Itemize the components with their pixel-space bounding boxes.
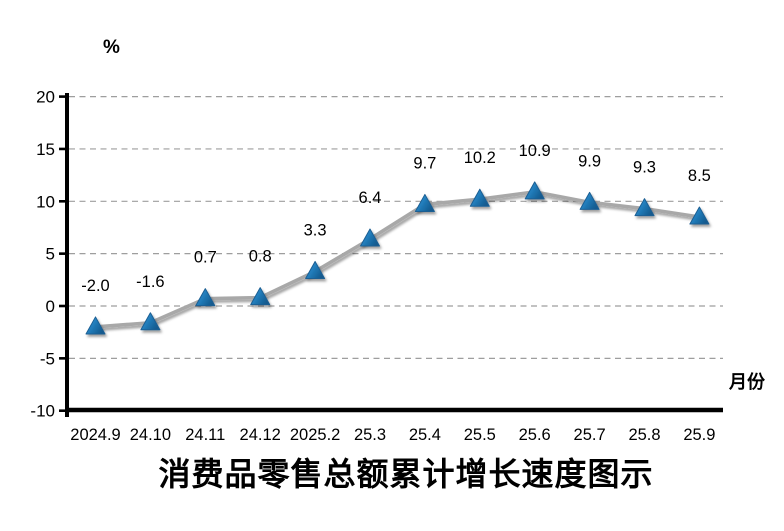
- data-point-marker: [524, 181, 545, 200]
- y-tick-label: 0: [46, 297, 55, 316]
- y-tick-label: -10: [30, 402, 55, 421]
- x-tick-label: 25.3: [354, 426, 386, 444]
- y-tick-label: 15: [36, 140, 55, 159]
- data-point-marker: [689, 206, 710, 225]
- data-point-marker: [195, 288, 216, 307]
- x-tick-label: 2024.9: [70, 426, 120, 444]
- data-point-label: 3.3: [304, 221, 327, 239]
- data-point-marker: [305, 260, 326, 279]
- data-point-label: 9.7: [413, 154, 436, 172]
- data-point-label: -1.6: [136, 273, 164, 291]
- x-tick-label: 24.11: [185, 426, 225, 444]
- data-point-label: 9.9: [578, 152, 601, 170]
- data-point-label: 0.7: [194, 249, 217, 267]
- data-point-marker: [140, 312, 161, 331]
- x-tick-label: 25.5: [464, 426, 496, 444]
- data-point-label: 0.8: [249, 248, 272, 266]
- data-point-marker: [360, 228, 380, 247]
- data-point-label: 10.2: [464, 149, 496, 167]
- y-tick-label: 20: [36, 88, 55, 107]
- y-tick-label: -5: [40, 349, 55, 368]
- data-point-label: 9.3: [633, 159, 656, 177]
- chart-title: 消费品零售总额累计增长速度图示: [158, 456, 654, 492]
- x-tick-label: 24.12: [240, 426, 281, 444]
- x-axis-unit-label: 月份: [729, 372, 765, 392]
- data-point-marker: [85, 316, 106, 335]
- series-line: [93, 190, 702, 329]
- data-point-label: 6.4: [359, 189, 382, 207]
- x-tick-label: 25.7: [574, 426, 606, 444]
- x-tick-label: 24.10: [130, 426, 171, 444]
- x-tick-label: 2025.2: [290, 426, 340, 444]
- x-tick-label: 25.9: [683, 426, 715, 444]
- x-tick-label: 25.6: [519, 426, 551, 444]
- data-point-marker: [469, 188, 490, 207]
- y-tick-label: 10: [36, 192, 55, 211]
- x-tick-label: 25.4: [409, 426, 441, 444]
- data-point-marker: [579, 191, 600, 210]
- y-tick-label: 5: [46, 245, 55, 264]
- x-tick-label: 25.8: [628, 426, 660, 444]
- data-point-marker: [414, 193, 435, 212]
- data-point-marker: [250, 287, 271, 306]
- data-point-label: 8.5: [688, 167, 711, 185]
- data-point-label: 10.9: [519, 142, 551, 160]
- data-point-label: -2.0: [81, 277, 109, 295]
- y-axis-unit-label: %: [103, 37, 120, 58]
- data-point-marker: [634, 198, 655, 217]
